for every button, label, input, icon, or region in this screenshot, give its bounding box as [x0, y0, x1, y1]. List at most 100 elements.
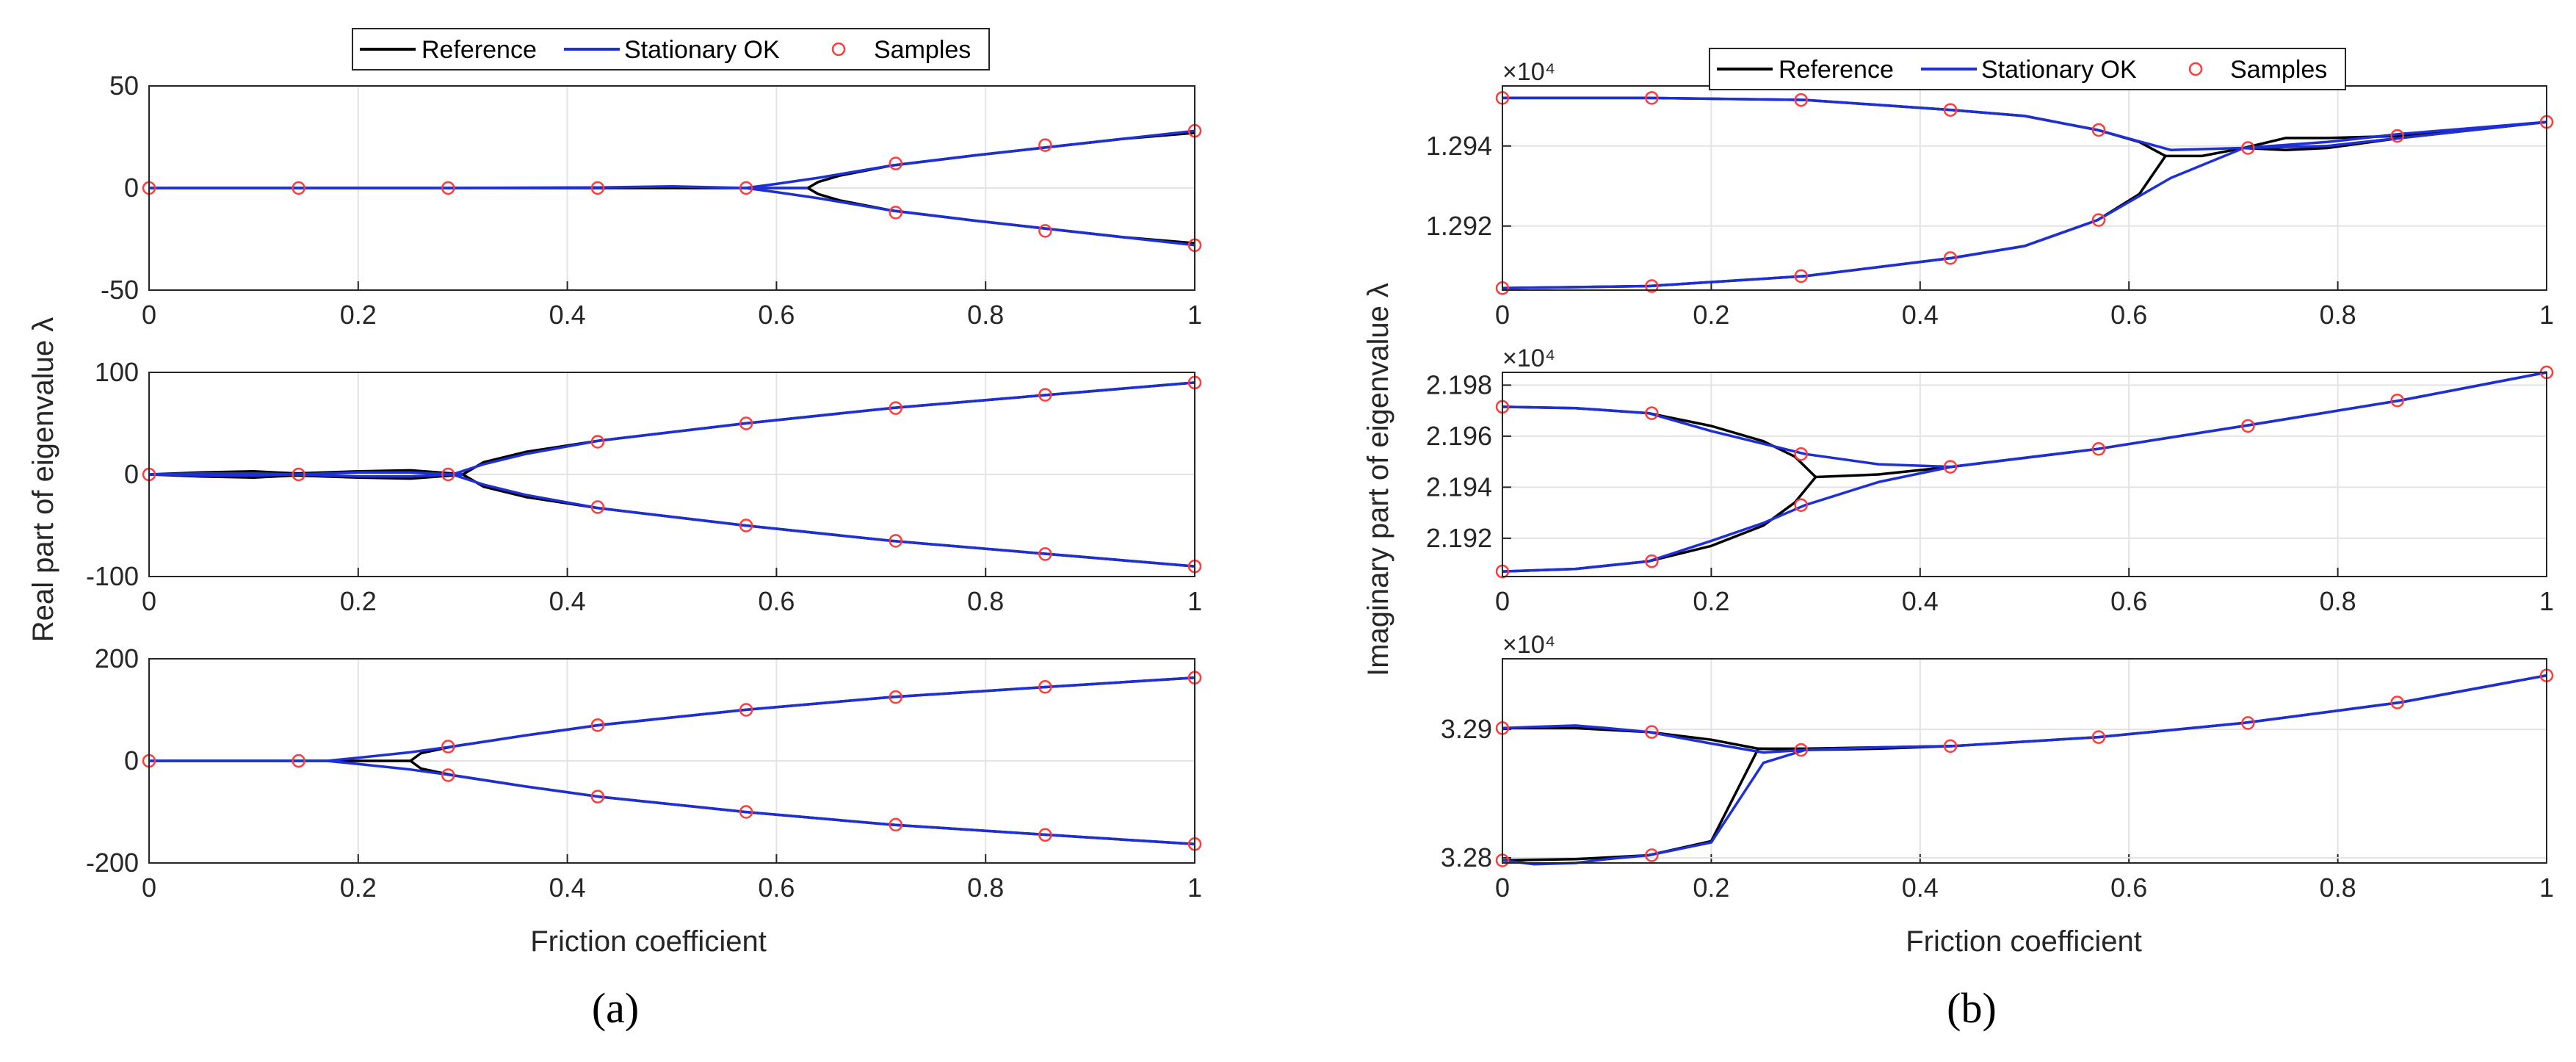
- chart-b-2-xtick-label: 0.4: [1902, 586, 1939, 616]
- chart-b-3-exponent-label: ×10⁴: [1502, 631, 1555, 659]
- chart-a-3-sample-marker: [739, 703, 753, 717]
- chart-b-2-sample-marker: [1645, 406, 1659, 420]
- chart-b-2-xtick-label: 1: [2539, 586, 2554, 616]
- caption-b: (b): [1947, 984, 1997, 1032]
- chart-b-1-sample-marker: [2390, 129, 2404, 143]
- chart-a-2-ytick-label: 100: [95, 357, 139, 387]
- chart-a-3-sample-marker: [1038, 679, 1052, 694]
- chart-a-2-stationary-ok-line-3: [452, 473, 1195, 568]
- chart-a-1-ytick-label: 0: [124, 173, 139, 203]
- chart-a-3-sample-marker: [739, 805, 753, 819]
- chart-b-2-xtick-label: 0: [1495, 586, 1510, 616]
- chart-a-1-plot: [149, 129, 1195, 247]
- chart-b-3-xtick-label: 0: [1495, 873, 1510, 903]
- chart-a-2-sample-marker: [739, 416, 753, 430]
- legend-b-stationary-label: Stationary OK: [1981, 56, 2137, 84]
- chart-b-2-plot-area: [1502, 372, 2547, 577]
- caption-a: (a): [592, 984, 639, 1032]
- chart-a-2-sample-marker: [1038, 547, 1052, 561]
- chart-b-1-sample-marker: [1645, 279, 1659, 293]
- chart-a-3-stationary-ok-line-1: [326, 676, 1195, 762]
- chart-a-3-xtick-label: 0.2: [340, 873, 377, 903]
- chart-b-1-xtick-label: 0.6: [2110, 300, 2147, 330]
- chart-a-2-sample-marker: [292, 467, 305, 482]
- chart-a-1-sample-marker: [1038, 138, 1052, 152]
- chart-a-2-sample-marker: [441, 467, 455, 482]
- chart-b-1-xtick-label: 0.2: [1693, 300, 1729, 330]
- chart-b-1-exponent-label: ×10⁴: [1502, 58, 1555, 86]
- chart-b-2-sample-marker: [2091, 442, 2106, 456]
- chart-b-1-ytick-label: 1.292: [1426, 211, 1492, 241]
- chart-b-2-ytick-label: 2.192: [1426, 523, 1492, 553]
- chart-a-3-ytick-label: 0: [124, 745, 139, 776]
- chart-b-1-sample-marker: [1943, 103, 1958, 117]
- chart-b-3-sample-marker: [2241, 716, 2255, 730]
- chart-b-2-xtick-label: 0.6: [2110, 586, 2147, 616]
- legend-a-samples-label: Samples: [874, 36, 971, 64]
- chart-a-1-xtick-label: 0.4: [549, 300, 586, 330]
- chart-b-1-plot: [1502, 96, 2547, 290]
- chart-b-2-stationary-ok-line-0: [1502, 371, 2547, 469]
- chart-a-2-axes-box: [148, 372, 1195, 577]
- chart-a-3-sample-marker: [590, 790, 605, 803]
- chart-a-1-stationary-ok-line-0: [149, 185, 808, 189]
- ylabel-b: Imaginary part of eigenvalue λ: [1362, 283, 1394, 676]
- chart-a-2-stationary-ok-line-1: [149, 473, 463, 478]
- chart-b-1-reference-line-3: [2243, 120, 2547, 150]
- chart-b-2-xtick-label: 0.2: [1693, 586, 1729, 616]
- legend-b-samples-label: Samples: [2230, 56, 2327, 84]
- chart-b-3-plot: [1502, 673, 2547, 866]
- chart-b-1: 0 0.2 0.4 0.6 0.8 1 1.294 1.292 ×10⁴: [1426, 58, 2554, 330]
- chart-a-2-xtick-label: 1: [1187, 586, 1202, 616]
- xlabel-b: Friction coefficient: [1906, 925, 2142, 958]
- chart-a-2-sample-marker: [1038, 388, 1052, 402]
- chart-a-3-xtick-label: 0: [142, 873, 156, 903]
- chart-b-1-sample-marker: [2091, 213, 2106, 227]
- ylabel-a: Real part of eigenvalue λ: [27, 317, 59, 643]
- chart-a-2-sample-marker: [590, 500, 605, 514]
- chart-a-1-sample-marker: [441, 181, 455, 195]
- chart-a-1-xtick-label: 0.8: [967, 300, 1004, 330]
- chart-a-3-sample-marker: [1038, 828, 1052, 842]
- chart-b-2-stationary-ok-line-1: [1502, 465, 1952, 573]
- chart-b-3-sample-marker: [1943, 739, 1958, 754]
- chart-a-1-sample-marker: [590, 181, 605, 195]
- chart-b-2-reference-line-2: [1815, 465, 1952, 479]
- chart-b-2-sample-marker: [1794, 447, 1808, 461]
- chart-b-1-sample-marker: [1794, 269, 1808, 283]
- chart-a-3-xtick-label: 1: [1187, 873, 1202, 903]
- chart-a-2-stationary-ok-line-2: [452, 381, 1195, 476]
- legend-b-reference-label: Reference: [1779, 56, 1894, 84]
- chart-b-3-xtick-label: 0.6: [2110, 873, 2147, 903]
- chart-a-1-sample-marker: [292, 181, 305, 195]
- chart-b-1-sample-marker: [2241, 141, 2255, 155]
- chart-a-2-xtick-label: 0: [142, 586, 156, 616]
- legend-a-stationary-label: Stationary OK: [624, 36, 780, 64]
- chart-a-1-axes-box: [148, 85, 1195, 291]
- chart-b-2-ytick-label: 2.196: [1426, 421, 1492, 451]
- chart-a-1-stationary-ok-line-1: [745, 129, 1195, 189]
- chart-a-3-axes-box: [148, 658, 1195, 864]
- chart-b-3-plot-area: [1502, 659, 2547, 863]
- chart-b-2-sample-marker: [1943, 460, 1958, 474]
- chart-b-1-xtick-label: 0.4: [1902, 300, 1939, 330]
- chart-a-1-stationary-ok-line-2: [745, 187, 1195, 247]
- chart-b-3-xtick-label: 0.8: [2320, 873, 2356, 903]
- chart-b-1-reference-line-2: [2166, 146, 2244, 158]
- chart-b-2-axes-box: [1502, 372, 2547, 577]
- chart-a-1-xtick-label: 0.2: [340, 300, 377, 330]
- chart-a-1-xtick-label: 0: [142, 300, 156, 330]
- chart-a-3-sample-marker: [889, 690, 902, 704]
- chart-a-2-sample-marker: [889, 534, 902, 548]
- legend-a-samples-marker: [831, 42, 846, 57]
- chart-a-3-xtick-label: 0.6: [758, 873, 795, 903]
- chart-b-3-sample-marker: [2091, 730, 2106, 744]
- chart-b-2-xtick-label: 0.8: [2320, 586, 2356, 616]
- legend-b-samples-marker: [2188, 62, 2203, 76]
- chart-a-1-sample-marker: [739, 181, 753, 195]
- chart-b-2-ytick-label: 2.194: [1426, 472, 1492, 502]
- chart-b-3-sample-marker: [2390, 696, 2404, 709]
